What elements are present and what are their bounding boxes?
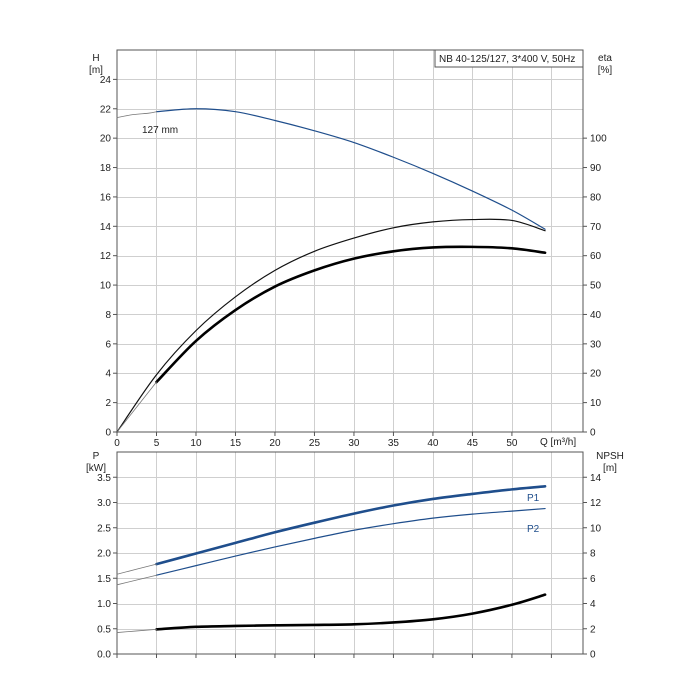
x-tick-label: 40 [427, 438, 439, 449]
x-tick-label: 10 [190, 438, 202, 449]
y-right-tick-label: 2 [590, 624, 596, 635]
p-axis-unit: [kW] [86, 463, 106, 474]
npsh-axis-label: NPSH [596, 451, 624, 462]
x-tick-label: 25 [309, 438, 321, 449]
top-plot-frame [116, 49, 584, 433]
y-left-tick-label: 8 [105, 310, 111, 321]
y-left-tick-label: 2 [105, 398, 111, 409]
series-line-eta-bold [155, 245, 547, 384]
y-left-tick-label: 1.5 [97, 574, 111, 585]
y-right-tick-label: 6 [590, 574, 596, 585]
y-right-tick-label: 30 [590, 339, 602, 350]
y-left-tick-label: 16 [100, 192, 112, 203]
bottom-series [116, 485, 547, 633]
y-right-tick-label: 14 [590, 473, 602, 484]
y-right-tick-label: 60 [590, 251, 602, 262]
y-right-tick-label: 80 [590, 192, 602, 203]
series-line-NPSH-ext [116, 628, 157, 633]
x-tick-label: 20 [269, 438, 281, 449]
y-right-tick-label: 100 [590, 134, 607, 145]
y-left-tick-label: 2.5 [97, 523, 111, 534]
series-line-NPSH [155, 593, 547, 631]
bottom-ticks: 0.0 0.5 1.0 1.5 2.0 2.5 3.0 3.5 0 2 4 6 8 10 12 14 [97, 473, 601, 661]
y-left-tick-label: 22 [100, 104, 112, 115]
y-left-tick-label: 1.0 [97, 599, 111, 610]
y-right-tick-label: 10 [590, 398, 602, 409]
legend-p2: P2 [527, 524, 540, 535]
y-left-tick-label: 0.0 [97, 650, 111, 661]
y-left-tick-label: 3.0 [97, 498, 111, 509]
y-left-tick-label: 0.5 [97, 624, 111, 635]
series-line-P1-ext [116, 563, 157, 575]
series-line-head [155, 108, 546, 230]
impeller-annotation: 127 mm [142, 125, 178, 136]
x-axis-label: Q [m³/h] [540, 437, 576, 448]
x-tick-label: 5 [154, 438, 160, 449]
bottom-grid [117, 452, 583, 654]
series-line-eta-extension [116, 381, 157, 433]
x-tick-label: 30 [348, 438, 360, 449]
y-right-tick-label: 12 [590, 498, 602, 509]
y-right-tick-label: 0 [590, 428, 596, 439]
y-right-tick-label: 50 [590, 281, 602, 292]
y-right-tick-label: 10 [590, 523, 602, 534]
npsh-axis-unit: [m] [603, 463, 617, 474]
y-left-tick-label: 20 [100, 134, 112, 145]
y-right-tick-label: 70 [590, 222, 602, 233]
p-axis-label: P [93, 451, 100, 462]
title-box [434, 49, 584, 68]
y-right-tick-label: 4 [590, 599, 596, 610]
y-right-tick-label: 8 [590, 549, 596, 560]
x-tick-label: 45 [467, 438, 479, 449]
head-efficiency-panel: 0246810121416182022240102030405060708090… [89, 49, 613, 449]
series-line-P2 [155, 507, 546, 576]
y-left-label: H [92, 53, 99, 64]
y-right-tick-label: 0 [590, 650, 596, 661]
chart-title: NB 40-125/127, 3*400 V, 50Hz [439, 54, 575, 65]
top-series [116, 108, 547, 433]
x-tick-label: 15 [230, 438, 242, 449]
series-line-head-extension [116, 111, 157, 118]
y-right-tick-label: 90 [590, 163, 602, 174]
y-left-tick-label: 3.5 [97, 473, 111, 484]
power-npsh-panel: 0.0 0.5 1.0 1.5 2.0 2.5 3.0 3.5 0 2 4 6 8 10 12 14 P [k… [86, 451, 624, 661]
y-right-tick-label: 20 [590, 369, 602, 380]
series-line-P2-ext [116, 574, 157, 586]
legend-p1: P1 [527, 493, 540, 504]
top-grid [117, 50, 583, 432]
y-left-tick-label: 0 [105, 428, 111, 439]
y-right-unit: [%] [598, 65, 613, 76]
y-left-tick-label: 6 [105, 339, 111, 350]
y-right-label: eta [598, 53, 612, 64]
y-left-tick-label: 18 [100, 163, 112, 174]
y-left-tick-label: 24 [100, 75, 112, 86]
series-line-eta-thin [116, 218, 546, 433]
x-tick-label: 35 [388, 438, 400, 449]
y-left-unit: [m] [89, 65, 103, 76]
top-ticks: 0246810121416182022240102030405060708090… [100, 75, 607, 449]
y-left-tick-label: 12 [100, 251, 112, 262]
x-tick-label: 0 [114, 438, 120, 449]
x-tick-label: 50 [506, 438, 518, 449]
y-right-tick-label: 40 [590, 310, 602, 321]
y-left-tick-label: 2.0 [97, 549, 111, 560]
y-left-tick-label: 4 [105, 369, 111, 380]
y-left-tick-label: 10 [100, 281, 112, 292]
y-left-tick-label: 14 [100, 222, 112, 233]
series-line-P1 [155, 485, 547, 566]
